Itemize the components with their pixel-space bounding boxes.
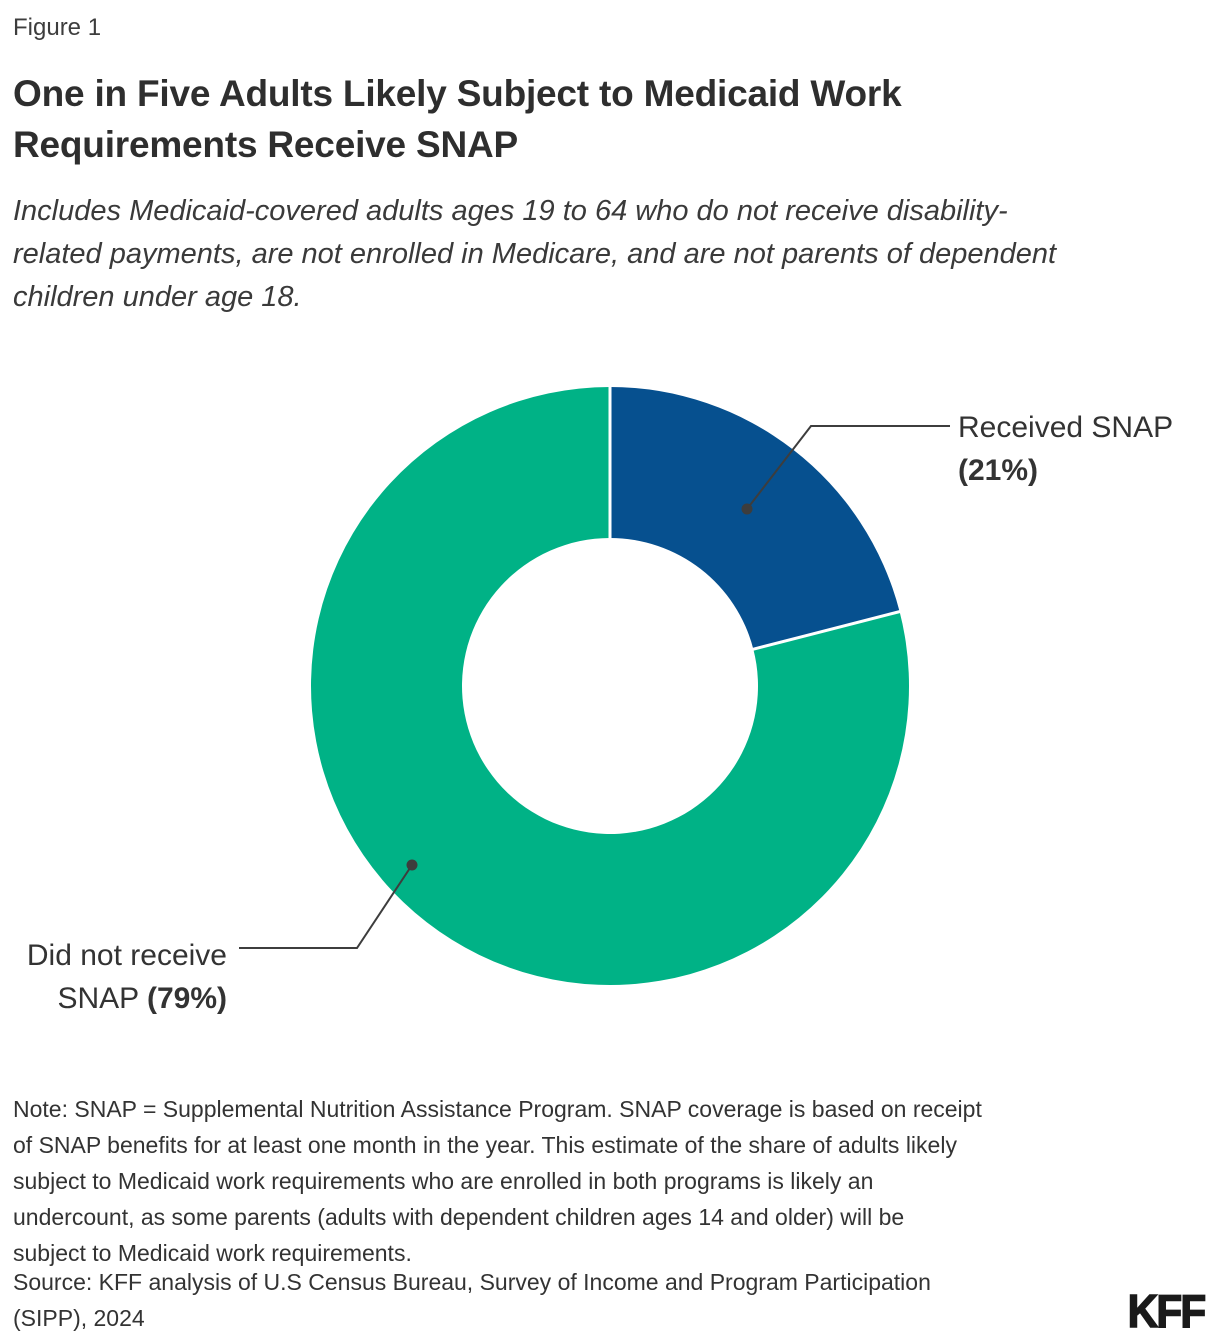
donut-slice-received-snap (610, 387, 900, 650)
source-text: Source: KFF analysis of U.S Census Burea… (13, 1269, 931, 1331)
donut-slices (311, 387, 910, 985)
callout-received-line1: Received SNAP (958, 411, 1174, 444)
donut-slice-did-not-receive-snap (311, 387, 910, 985)
leader-line-received (741, 425, 950, 515)
callout-notreceived-line2: SNAP (57, 982, 147, 1015)
page-title: One in Five Adults Likely Subject to Med… (13, 73, 902, 165)
leader-line-not-received (239, 859, 418, 949)
note-text: Note: SNAP = Supplemental Nutrition Assi… (13, 1096, 982, 1266)
callout-received-pct: (21%) (958, 454, 1039, 487)
callout-received-snap: Received SNAP (21%) (958, 406, 1173, 492)
leader-dot-received (741, 503, 753, 515)
figure-label: Figure 1 (13, 14, 102, 41)
donut-chart (239, 386, 950, 985)
kff-logo: KFF (1127, 1285, 1207, 1337)
slice-separators (608, 386, 901, 651)
slice-separator (752, 609, 901, 651)
callout-notreceived-line1: Did not receive (26, 939, 227, 972)
callout-did-not-receive-snap: Did not receive SNAP (79%) (20, 934, 227, 1020)
callout-notreceived-pct: (79%) (146, 982, 227, 1015)
leader-dot-not-received (406, 859, 418, 871)
chart-subtitle: Includes Medicaid-covered adults ages 19… (13, 195, 1057, 313)
